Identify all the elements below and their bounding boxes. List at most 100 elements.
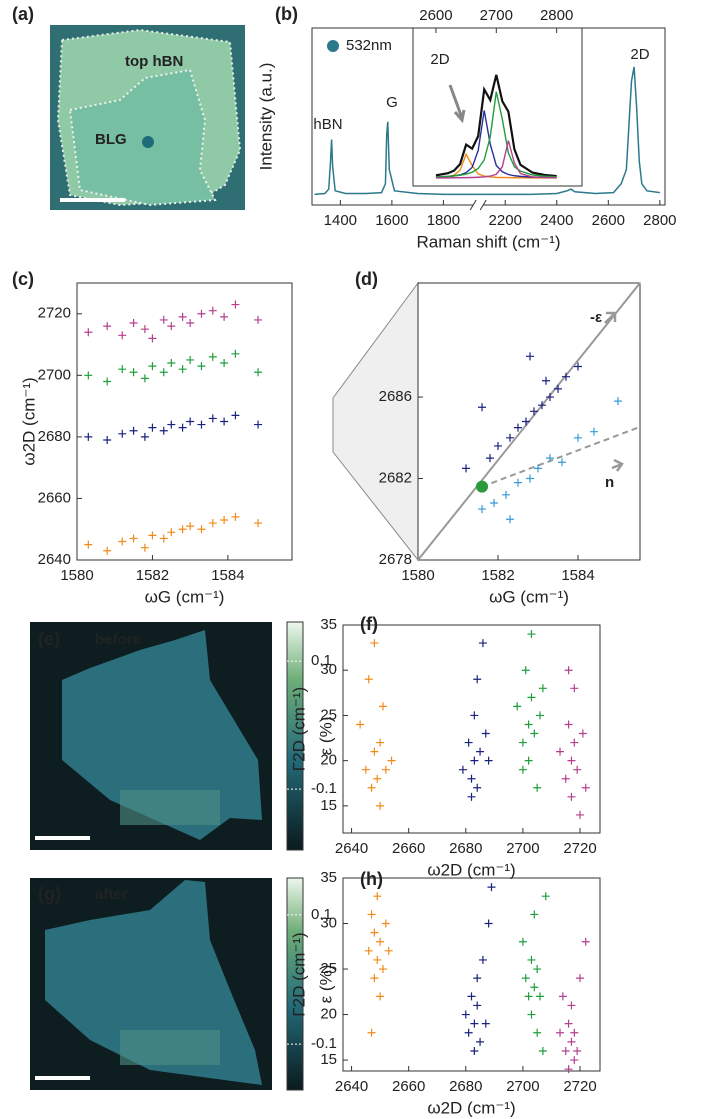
- marker: [462, 464, 470, 473]
- marker: [567, 792, 576, 801]
- marker: [562, 372, 570, 381]
- inset-tick-label: 2800: [540, 7, 573, 24]
- marker: [473, 1001, 482, 1010]
- marker: [542, 376, 550, 385]
- marker: [376, 738, 385, 747]
- marker: [522, 417, 530, 426]
- panel-label: (d): [355, 269, 378, 289]
- x-tick-label: 2720: [563, 840, 596, 857]
- x-tick-label: 2200: [489, 212, 522, 229]
- marker: [530, 729, 539, 738]
- inset-tick-label: 2600: [419, 7, 452, 24]
- marker: [364, 675, 373, 684]
- colorbar-tick-label: 0.1: [311, 652, 332, 669]
- x-axis-label: ωG (cm⁻¹): [489, 587, 569, 606]
- marker: [118, 365, 127, 374]
- marker: [159, 315, 168, 324]
- marker: [378, 965, 387, 974]
- marker: [533, 783, 542, 792]
- blg-flake: [68, 68, 217, 207]
- marker: [370, 928, 379, 937]
- marker: [103, 546, 112, 555]
- marker: [541, 892, 550, 901]
- marker: [220, 417, 229, 426]
- marker: [502, 490, 510, 499]
- marker: [387, 756, 396, 765]
- marker: [527, 1010, 536, 1019]
- peak-label: G: [386, 94, 398, 111]
- marker: [614, 397, 622, 406]
- y-axis-label: Intensity (a.u.): [256, 63, 275, 171]
- marker: [481, 1019, 490, 1028]
- y-tick-label: 2686: [379, 388, 412, 405]
- x-tick-label: 1580: [401, 567, 434, 584]
- marker: [84, 328, 93, 337]
- marker: [521, 974, 530, 983]
- x-tick-label: 2680: [449, 840, 482, 857]
- legend-marker: [327, 40, 339, 52]
- peak-label: 2D: [630, 46, 649, 63]
- plot-frame: [76, 282, 293, 561]
- marker: [148, 423, 157, 432]
- marker: [159, 534, 168, 543]
- x-tick-label: 2720: [563, 1078, 596, 1095]
- marker: [494, 441, 502, 450]
- marker: [527, 955, 536, 964]
- marker: [373, 892, 382, 901]
- map-patch: [120, 790, 220, 825]
- x-tick-label: 1580: [60, 567, 93, 584]
- inset-curve: [435, 74, 557, 178]
- arrow: [448, 84, 466, 124]
- marker: [513, 702, 522, 711]
- inset-frame: [412, 27, 583, 187]
- marker: [464, 738, 473, 747]
- marker: [578, 729, 587, 738]
- x-tick-label: 1400: [324, 212, 357, 229]
- map-label: before: [95, 631, 141, 648]
- marker: [573, 765, 582, 774]
- marker: [84, 371, 93, 380]
- marker: [530, 910, 539, 919]
- marker: [118, 429, 127, 438]
- marker: [140, 374, 149, 383]
- legend-label: 532nm: [346, 37, 392, 54]
- marker: [530, 983, 539, 992]
- x-axis-label: ω2D (cm⁻¹): [427, 860, 515, 879]
- marker: [129, 368, 138, 377]
- marker: [538, 684, 547, 693]
- marker: [524, 992, 533, 1001]
- marker: [546, 393, 554, 402]
- colorbar-label: ε (%): [316, 965, 335, 1004]
- marker: [167, 322, 176, 331]
- axis-break: [469, 199, 487, 211]
- marker: [254, 315, 263, 324]
- marker: [518, 765, 527, 774]
- map-label: after: [95, 886, 128, 903]
- marker: [467, 992, 476, 1001]
- marker: [231, 411, 240, 420]
- marker: [486, 454, 494, 463]
- marker: [576, 810, 585, 819]
- marker: [473, 675, 482, 684]
- marker: [254, 368, 263, 377]
- inset-label: 2D: [430, 51, 449, 68]
- reference-point: [476, 480, 488, 493]
- plot-frame: [342, 877, 601, 1072]
- marker: [530, 407, 538, 416]
- marker: [524, 756, 533, 765]
- direction-label: n: [605, 474, 614, 491]
- inset-curve: [435, 152, 557, 179]
- marker: [556, 747, 565, 756]
- marker: [470, 711, 479, 720]
- marker: [521, 666, 530, 675]
- x-tick-label: 2680: [449, 1078, 482, 1095]
- marker: [564, 1065, 573, 1074]
- y-tick-label: 35: [320, 616, 337, 633]
- marker: [370, 747, 379, 756]
- marker: [178, 423, 187, 432]
- marker: [526, 474, 534, 483]
- y-tick-label: 25: [320, 960, 337, 977]
- marker: [576, 974, 585, 983]
- panel-label: (f): [360, 614, 378, 634]
- panel-label: (h): [360, 869, 383, 889]
